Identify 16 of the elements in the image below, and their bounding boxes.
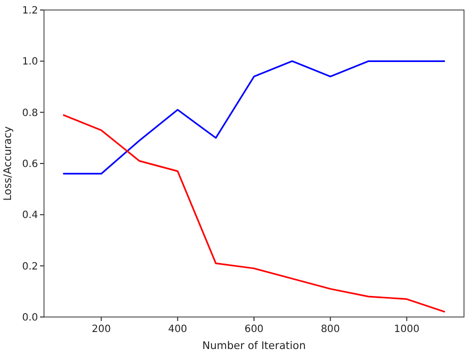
y-axis-title: Loss/Accuracy <box>2 126 14 201</box>
x-tick-label: 400 <box>168 324 188 335</box>
x-tick-label: 200 <box>92 324 111 335</box>
y-tick-label: 0.4 <box>22 210 38 222</box>
x-tick-label: 1000 <box>394 324 420 335</box>
x-tick-label: 600 <box>244 324 264 335</box>
line-series <box>62 60 446 175</box>
x-axis-title: Number of Iteration <box>202 340 306 352</box>
line-series <box>62 114 446 313</box>
y-tick-label: 0.8 <box>22 108 38 119</box>
y-tick-label: 1.2 <box>22 6 38 16</box>
y-tick-label: 1.0 <box>22 56 38 68</box>
x-tick-label: 800 <box>320 324 340 335</box>
y-tick-label: 0.6 <box>22 159 38 170</box>
y-tick-label: 0.2 <box>22 261 38 272</box>
y-tick-label: 0.0 <box>22 312 38 324</box>
